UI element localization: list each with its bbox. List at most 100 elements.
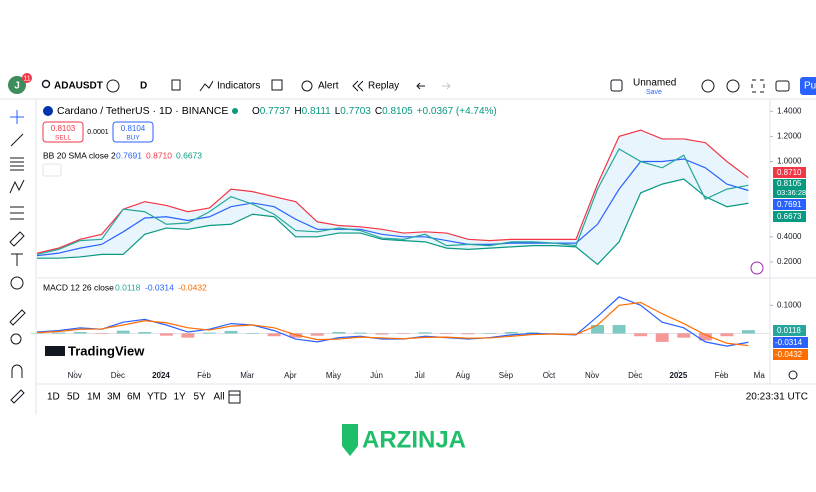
- market-status: [232, 108, 238, 114]
- chart-title: Cardano / TetherUS · 1D · BINANCE: [57, 105, 228, 117]
- y-tick-label: 0.2000: [777, 257, 802, 266]
- range-button[interactable]: 3M: [107, 392, 121, 403]
- trendline-tool[interactable]: [10, 133, 24, 147]
- alert-icon[interactable]: [301, 80, 313, 92]
- range-button[interactable]: 1M: [87, 392, 101, 403]
- prediction-tool[interactable]: [10, 206, 24, 220]
- upper-band-tag: [773, 167, 806, 178]
- y-tick-label: 0.4000: [777, 232, 802, 241]
- fullscreen-icon[interactable]: [751, 79, 765, 93]
- ohlc-line: O0.7737 H0.8111 L0.7703 C0.8105 +0.0367 (+4.…: [252, 106, 497, 117]
- axis-settings[interactable]: [788, 370, 798, 380]
- signal-tag: [773, 349, 808, 360]
- range-button[interactable]: 5D: [67, 392, 80, 403]
- replay-button[interactable]: Replay: [368, 81, 399, 92]
- ohlc-value: 0.7703: [340, 106, 371, 117]
- ohlc-label: C: [375, 106, 382, 117]
- templates-icon[interactable]: [271, 79, 283, 91]
- redo-icon[interactable]: [442, 82, 451, 90]
- range-button[interactable]: 5Y: [194, 392, 207, 403]
- last-price-text: 0.8105: [777, 179, 802, 188]
- histogram-bar: [203, 332, 216, 334]
- pattern-tool[interactable]: [9, 179, 25, 194]
- snapshot-icon[interactable]: [775, 80, 790, 92]
- crosshair-tool[interactable]: [10, 110, 24, 124]
- ohlc-value: 0.8111: [302, 106, 332, 117]
- histogram-bar: [73, 332, 87, 334]
- macd-tag-text: -0.0314: [775, 338, 803, 347]
- bb-legend-upper: 0.8710: [146, 150, 172, 160]
- x-tick-label: Feb: [197, 371, 211, 380]
- clock: 20:23:31 UTC: [746, 392, 808, 403]
- range-button[interactable]: All: [214, 392, 225, 403]
- histogram-bar: [246, 333, 260, 334]
- histogram-bar: [159, 333, 173, 336]
- histogram-tag: [773, 325, 806, 336]
- sell-label: SELL: [55, 135, 71, 142]
- interval[interactable]: D: [140, 81, 147, 92]
- histogram-tag-text: 0.0118: [777, 326, 801, 335]
- drawing-tools: [9, 110, 26, 404]
- buy-button[interactable]: [112, 121, 154, 143]
- y-tick-label: 0.1000: [777, 300, 802, 309]
- range-button[interactable]: 6M: [127, 392, 141, 403]
- ohlc-value: 0.8105: [382, 106, 413, 117]
- add-symbol-icon[interactable]: [106, 79, 120, 93]
- search-icon[interactable]: [41, 79, 51, 89]
- histogram-bar: [741, 330, 755, 334]
- icon-tool[interactable]: [10, 276, 24, 290]
- macd-legend-macd: -0.0314: [145, 282, 174, 292]
- signal-tag-text: -0.0432: [775, 350, 803, 359]
- save-label[interactable]: Save: [646, 89, 662, 96]
- range-button[interactable]: 1Y: [174, 392, 187, 403]
- undo-icon[interactable]: [416, 82, 425, 90]
- magnet-tool[interactable]: [11, 364, 23, 378]
- bb-legend-lower: 0.6673: [176, 150, 202, 160]
- brand-logo: [342, 424, 358, 456]
- measure-tool[interactable]: [9, 309, 26, 326]
- y-tick-label: 1.4000: [777, 106, 802, 115]
- watermark: TradingView: [68, 343, 145, 358]
- histogram-bar: [634, 333, 648, 337]
- histogram-bar: [375, 333, 389, 335]
- indicators-icon[interactable]: [199, 80, 214, 92]
- series-line: [36, 301, 749, 347]
- events-icon[interactable]: [750, 261, 764, 275]
- sell-button[interactable]: [42, 121, 84, 143]
- histogram-bar: [116, 330, 130, 334]
- symbol[interactable]: ADAUSDT: [54, 81, 103, 92]
- alert-button[interactable]: Alert: [318, 81, 339, 92]
- fib-tool[interactable]: [10, 157, 24, 171]
- brush-tool[interactable]: [9, 231, 25, 247]
- series-line: [37, 178, 749, 266]
- upper-band-tag-text: 0.8710: [777, 168, 802, 177]
- range-buttons: 1D 5D 1M 3M 6M YTD 1Y 5Y All: [47, 392, 225, 403]
- histogram-bar: [310, 333, 324, 336]
- layout-name[interactable]: Unnamed: [633, 78, 676, 89]
- range-button[interactable]: 1D: [47, 392, 60, 403]
- collapse-legend[interactable]: [42, 163, 62, 177]
- lock-tool[interactable]: [10, 389, 25, 404]
- settings-icon[interactable]: [726, 79, 740, 93]
- zoom-tool[interactable]: [10, 333, 22, 345]
- chart-type-icon[interactable]: [171, 79, 181, 91]
- histogram-bar: [418, 332, 432, 334]
- range-button[interactable]: YTD: [147, 392, 167, 403]
- histogram-bar: [353, 332, 367, 334]
- layout-icon[interactable]: [610, 79, 623, 92]
- indicators-button[interactable]: Indicators: [217, 81, 260, 92]
- spread: 0.0001: [87, 129, 109, 136]
- buy-label: BUY: [126, 135, 140, 142]
- avatar[interactable]: [8, 76, 26, 94]
- quick-search-icon[interactable]: [701, 79, 715, 93]
- goto-date-icon[interactable]: [228, 390, 241, 404]
- histogram-bar: [483, 333, 497, 334]
- replay-icon[interactable]: [352, 80, 364, 92]
- publish-button[interactable]: [800, 77, 816, 95]
- coin-icon: [43, 106, 53, 116]
- text-tool[interactable]: [11, 253, 23, 266]
- x-tick-label: Jun: [370, 371, 383, 380]
- x-tick-label: Ma: [754, 371, 766, 380]
- buy-price: 0.8104: [121, 124, 146, 133]
- bb-legend-basis: 0.7691: [116, 150, 142, 160]
